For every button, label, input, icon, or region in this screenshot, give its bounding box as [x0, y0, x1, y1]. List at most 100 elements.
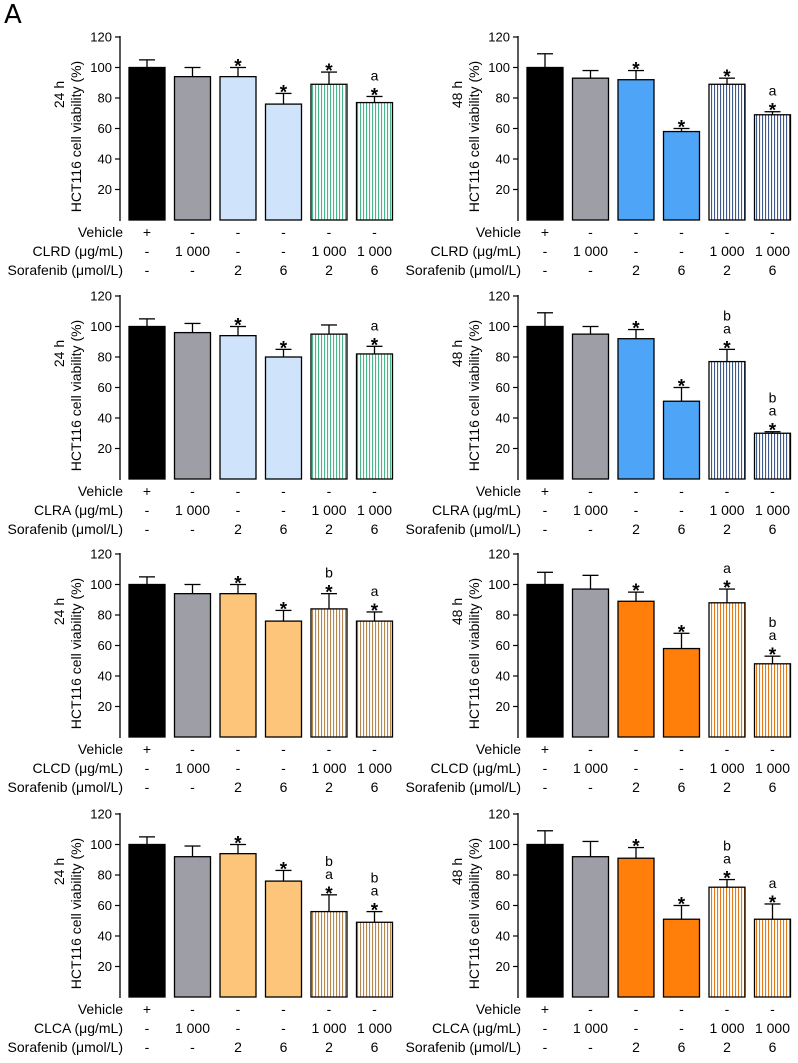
treatment-value: - [190, 741, 195, 757]
bar [662, 400, 701, 480]
treatment-value: - [327, 224, 332, 240]
bar [219, 76, 257, 221]
bar [753, 918, 792, 998]
treatment-value: - [236, 483, 241, 499]
significance-label: * [632, 581, 640, 602]
treatment-row-label: Sorafenib (μmol/L) [406, 779, 521, 795]
treatment-row-label: CLCD (μg/mL) [430, 760, 521, 776]
treatment-value: - [281, 1020, 286, 1036]
significance-label: a [723, 320, 731, 336]
treatment-row-label: CLRD (μg/mL) [32, 243, 123, 259]
bar [264, 356, 303, 480]
treatment-value: - [634, 760, 639, 776]
treatment-row-label: Sorafenib (μmol/L) [8, 521, 123, 537]
bar [173, 76, 212, 221]
y-tick-label: 100 [90, 60, 112, 75]
treatment-value: 1 000 [175, 502, 210, 518]
treatment-row-label: Vehicle [476, 741, 521, 757]
treatment-value: - [679, 224, 684, 240]
y-tick-label: 60 [98, 121, 112, 136]
y-tick-label: 40 [98, 929, 112, 944]
bar [662, 918, 701, 998]
y-tick-label: 40 [496, 411, 510, 426]
treatment-value: 2 [723, 262, 731, 278]
treatment-value: 2 [325, 262, 333, 278]
significance-label: * [280, 82, 288, 103]
treatment-value: 1 000 [175, 760, 210, 776]
treatment-value: - [190, 521, 195, 537]
y-tick-label: 100 [488, 577, 510, 592]
significance-label: a [769, 403, 777, 419]
treatment-row-label: Sorafenib (μmol/L) [406, 521, 521, 537]
y-tick-label: 120 [90, 547, 112, 562]
bar [264, 880, 303, 998]
treatment-value: 1 000 [573, 1020, 608, 1036]
bar [617, 338, 655, 480]
treatment-value: - [634, 224, 639, 240]
y-tick-label: 80 [98, 868, 112, 883]
treatment-value: 1 000 [709, 1020, 744, 1036]
bar [571, 77, 610, 221]
treatment-value: 1 000 [573, 243, 608, 259]
treatment-row-label: Sorafenib (μmol/L) [406, 1039, 521, 1055]
y-axis-label: HCT116 cell viability (%) [68, 61, 84, 212]
y-tick-label: 20 [98, 959, 112, 974]
treatment-value: - [372, 1001, 377, 1017]
significance-label: * [280, 338, 288, 359]
treatment-value: 2 [632, 779, 640, 795]
treatment-value: - [372, 224, 377, 240]
significance-label: b [723, 307, 731, 323]
treatment-value: 6 [371, 1039, 379, 1055]
significance-label: b [769, 614, 777, 630]
treatment-row-label: Vehicle [476, 224, 521, 240]
treatment-value: 6 [280, 521, 288, 537]
bar [264, 620, 303, 738]
treatment-row-label: CLRA (μg/mL) [34, 502, 123, 518]
treatment-value: - [543, 262, 548, 278]
bar [219, 853, 257, 998]
significance-label: a [769, 875, 777, 891]
bar [753, 663, 792, 738]
treatment-value: - [236, 741, 241, 757]
treatment-value: 6 [280, 262, 288, 278]
treatment-value: - [543, 521, 548, 537]
y-tick-label: 80 [98, 350, 112, 365]
treatment-value: 2 [632, 1039, 640, 1055]
treatment-value: - [236, 760, 241, 776]
treatment-value: 2 [234, 1039, 242, 1055]
treatment-value: - [145, 1020, 150, 1036]
treatment-value: + [143, 741, 151, 757]
treatment-row-label: CLRA (μg/mL) [432, 502, 521, 518]
significance-label: * [371, 601, 379, 622]
y-tick-label: 80 [496, 91, 510, 106]
significance-label: * [234, 834, 242, 855]
y-tick-label: 60 [496, 121, 510, 136]
treatment-value: - [236, 224, 241, 240]
significance-label: * [371, 85, 379, 106]
time-label: 24 h [51, 340, 67, 367]
treatment-value: - [770, 224, 775, 240]
treatment-value: 6 [371, 779, 379, 795]
treatment-row-label: Sorafenib (μmol/L) [8, 262, 123, 278]
y-tick-label: 80 [496, 350, 510, 365]
significance-label: * [723, 67, 731, 88]
treatment-value: 2 [234, 262, 242, 278]
bar [128, 843, 166, 998]
bar [355, 921, 394, 998]
treatment-value: - [145, 262, 150, 278]
treatment-value: - [770, 483, 775, 499]
bar [264, 103, 303, 221]
y-tick-label: 120 [90, 807, 112, 822]
y-axis-label: HCT116 cell viability (%) [466, 320, 482, 471]
y-tick-label: 80 [496, 608, 510, 623]
treatment-value: - [145, 243, 150, 259]
significance-label: a [769, 83, 777, 99]
significance-label: * [234, 57, 242, 78]
treatment-value: - [543, 1020, 548, 1036]
y-tick-label: 40 [496, 152, 510, 167]
y-tick-label: 20 [98, 699, 112, 714]
treatment-value: + [541, 224, 549, 240]
significance-label: * [678, 622, 686, 643]
treatment-value: - [281, 243, 286, 259]
